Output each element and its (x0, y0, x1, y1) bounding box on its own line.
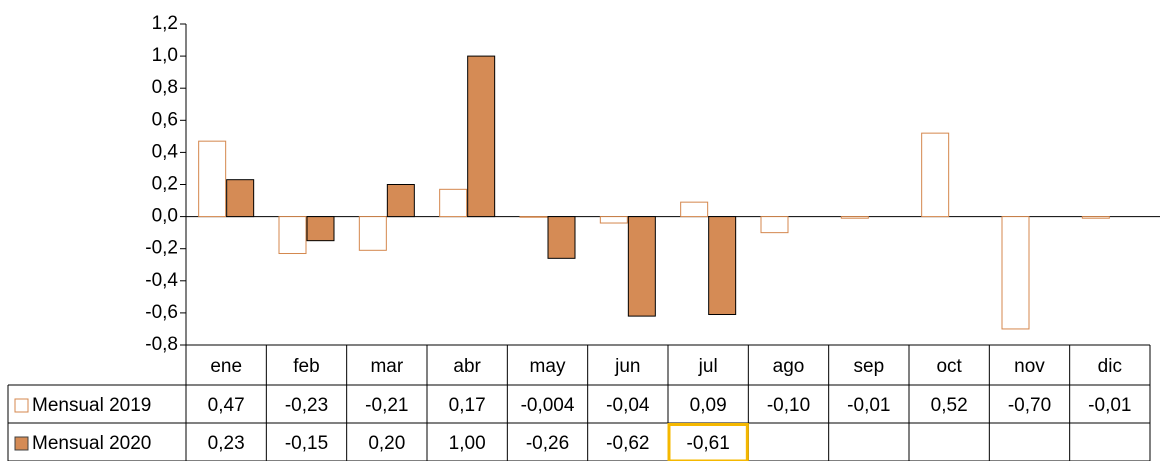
bar (627, 216, 656, 317)
x-tick-label: abr (453, 356, 481, 377)
x-tick-label: jul (698, 356, 718, 377)
data-label: 0,17 (449, 395, 486, 416)
data-label: -0,15 (285, 433, 328, 454)
data-label: 0,20 (368, 433, 405, 454)
bar (840, 216, 869, 219)
y-tick-label: -0,4 (145, 270, 178, 291)
data-label: 1,00 (449, 433, 486, 454)
x-tick-label: mar (370, 356, 403, 377)
bar (198, 140, 227, 218)
bar (386, 184, 415, 218)
y-tick-label: 1,0 (152, 45, 178, 66)
bar (306, 216, 335, 242)
x-tick-label: may (530, 356, 566, 377)
data-label: -0,21 (365, 395, 408, 416)
data-label: -0,61 (687, 433, 730, 454)
x-tick-label: sep (854, 356, 885, 377)
x-tick-label: dic (1098, 356, 1122, 377)
x-tick-label: ene (210, 356, 242, 377)
legend-label: Mensual 2019 (32, 395, 151, 416)
bar (680, 201, 709, 218)
legend-key (14, 398, 29, 413)
data-label: -0,23 (285, 395, 328, 416)
x-tick-label: nov (1014, 356, 1045, 377)
x-tick-label: oct (936, 356, 962, 377)
data-label: -0,01 (847, 395, 890, 416)
legend-label: Mensual 2020 (32, 433, 151, 454)
data-label: 0,47 (208, 395, 245, 416)
data-label: -0,10 (767, 395, 810, 416)
y-tick-label: 0,6 (152, 109, 178, 130)
data-label: -0,62 (606, 433, 649, 454)
data-label: 0,23 (208, 433, 245, 454)
bar (1001, 216, 1030, 330)
data-label: -0,70 (1008, 395, 1051, 416)
bar (439, 188, 468, 218)
x-tick-label: jun (614, 356, 640, 377)
bar (1081, 216, 1110, 219)
y-tick-label: 0,8 (152, 77, 178, 98)
y-tick-label: 0,2 (152, 174, 178, 195)
bar (921, 132, 950, 218)
bar (599, 216, 628, 224)
y-tick-label: -0,8 (145, 334, 178, 355)
y-tick-label: 0,4 (152, 141, 179, 162)
data-label: 0,09 (690, 395, 727, 416)
y-tick-label: -0,6 (145, 302, 178, 323)
y-tick-label: 0,0 (152, 206, 178, 227)
bar (278, 216, 307, 255)
data-label: -0,04 (606, 395, 650, 416)
x-tick-label: ago (773, 356, 805, 377)
bar (760, 216, 789, 234)
bar (519, 216, 548, 218)
bar (226, 179, 255, 218)
legend-key (14, 436, 29, 451)
x-tick-label: feb (293, 356, 319, 377)
bar (467, 55, 496, 218)
bar (547, 216, 576, 259)
data-label: -0,01 (1088, 395, 1131, 416)
y-tick-label: -0,2 (145, 238, 178, 259)
y-tick-label: 1,2 (152, 13, 178, 34)
data-label: -0,26 (526, 433, 569, 454)
data-label: -0,004 (521, 395, 575, 416)
data-label: 0,52 (931, 395, 968, 416)
bar (708, 216, 737, 316)
bar (358, 216, 387, 251)
